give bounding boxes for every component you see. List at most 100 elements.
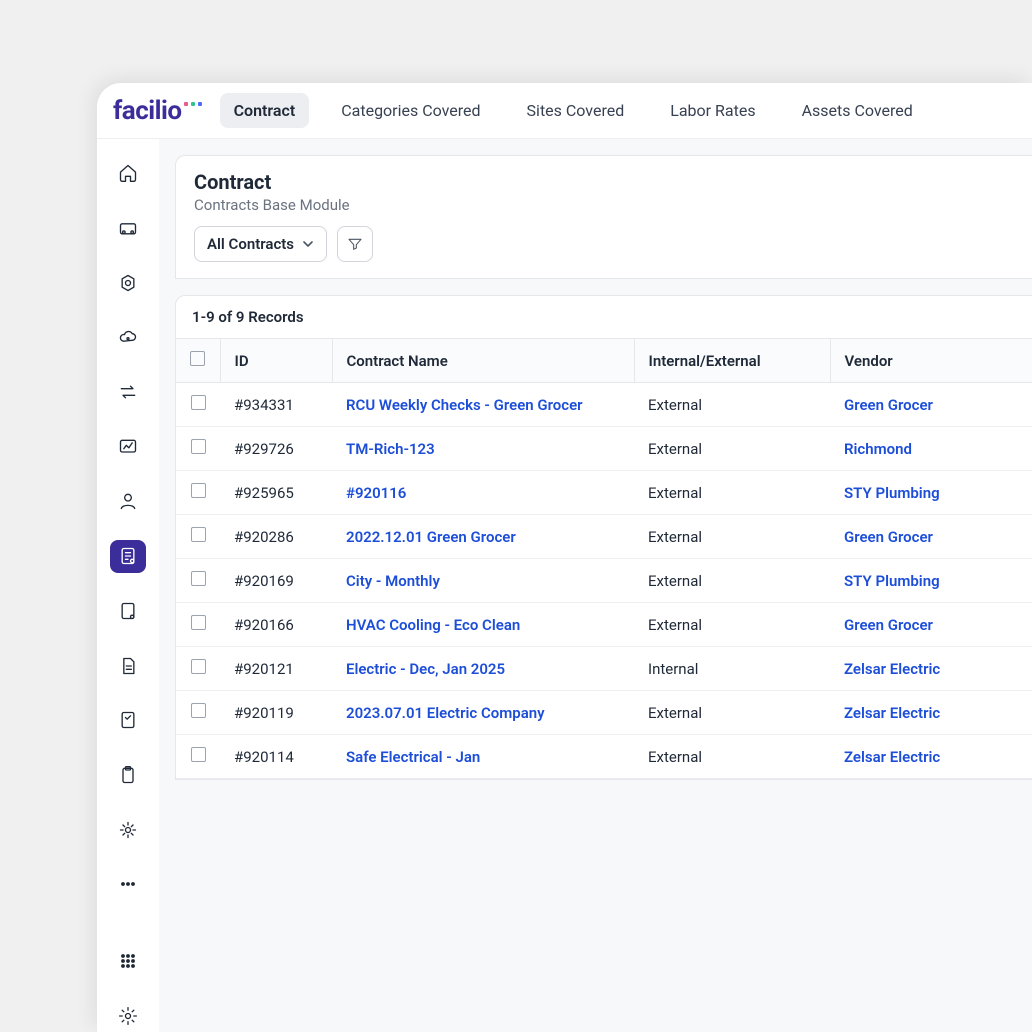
cell-contract-name: #920116	[332, 471, 634, 515]
row-checkbox[interactable]	[191, 703, 206, 718]
table-row[interactable]: #9202862022.12.01 Green GrocerExternalGr…	[176, 515, 1032, 559]
cell-contract-name: Safe Electrical - Jan	[332, 735, 634, 779]
row-checkbox[interactable]	[191, 483, 206, 498]
tab-assets-covered[interactable]: Assets Covered	[788, 93, 927, 128]
cell-id: #920114	[220, 735, 332, 779]
table-row[interactable]: #920121 Electric - Dec, Jan 2025 Internal Z…	[176, 647, 1032, 691]
table-row[interactable]: #920169City - MonthlyExternalSTY Plumbin…	[176, 559, 1032, 603]
dashboard-icon[interactable]	[110, 430, 146, 463]
contracts-table: ID Contract Name Internal/External Vendo…	[176, 338, 1032, 779]
cell-contract-name: 2022.12.01 Green Grocer	[332, 515, 634, 559]
cloud-icon[interactable]	[110, 321, 146, 354]
cell-vendor: STY Plumbing	[830, 471, 1032, 515]
brand-logo: facilio	[113, 96, 202, 126]
brand-dots-icon	[184, 102, 202, 106]
contract-link[interactable]: TM-Rich-123	[346, 440, 435, 458]
cell-internal-external: Internal	[634, 647, 830, 691]
tab-categories-covered[interactable]: Categories Covered	[327, 93, 494, 128]
main-tabs: Contract Categories Covered Sites Covered L…	[220, 93, 927, 128]
topbar: facilio Contract Categories Covered Sites …	[97, 83, 1032, 139]
cell-id: #920121	[220, 647, 332, 691]
view-dropdown[interactable]: All Contracts	[194, 226, 327, 262]
cell-vendor: Zelsar Electric	[830, 691, 1032, 735]
contract-link[interactable]: 2023.07.01 Electric Company	[346, 704, 545, 722]
cell-contract-name: 2023.07.01 Electric Company	[332, 691, 634, 735]
vendor-link[interactable]: STY Plumbing	[844, 484, 940, 502]
row-checkbox[interactable]	[191, 527, 206, 542]
apps-icon[interactable]	[110, 945, 146, 978]
app-window: facilio Contract Categories Covered Sites …	[97, 83, 1032, 1032]
select-all-checkbox[interactable]	[190, 351, 205, 366]
filter-button[interactable]	[337, 226, 373, 262]
vendor-link[interactable]: Zelsar Electric	[844, 704, 940, 722]
checklist-icon[interactable]	[110, 704, 146, 737]
cell-vendor: Green Grocer	[830, 383, 1032, 427]
cell-contract-name: Electric - Dec, Jan 2025	[332, 647, 634, 691]
swap-icon[interactable]	[110, 376, 146, 409]
vendor-link[interactable]: Green Grocer	[844, 616, 933, 634]
cell-internal-external: External	[634, 383, 830, 427]
tab-labor-rates[interactable]: Labor Rates	[656, 93, 769, 128]
row-checkbox[interactable]	[191, 439, 206, 454]
vendor-link[interactable]: STY Plumbing	[844, 572, 940, 590]
table-row[interactable]: #934331 RCU Weekly Checks - Green Grocer E…	[176, 383, 1032, 427]
table-row[interactable]: #920166HVAC Cooling - Eco CleanExternalG…	[176, 603, 1032, 647]
vendor-link[interactable]: Green Grocer	[844, 396, 933, 414]
column-header-id[interactable]: ID	[220, 339, 332, 383]
cell-internal-external: External	[634, 603, 830, 647]
row-checkbox[interactable]	[191, 747, 206, 762]
table-row[interactable]: #925965#920116ExternalSTY Plumbing	[176, 471, 1032, 515]
settings-icon[interactable]	[110, 999, 146, 1032]
contract-link[interactable]: Safe Electrical - Jan	[346, 748, 480, 766]
vendor-link[interactable]: Green Grocer	[844, 528, 933, 546]
row-checkbox[interactable]	[191, 571, 206, 586]
contract-link[interactable]: Electric - Dec, Jan 2025	[346, 660, 505, 678]
column-header-name[interactable]: Contract Name	[332, 339, 634, 383]
table-row[interactable]: #9201192023.07.01 Electric CompanyExtern…	[176, 691, 1032, 735]
page-subtitle: Contracts Base Module	[194, 196, 1014, 214]
cell-id: #920286	[220, 515, 332, 559]
sidebar	[97, 139, 159, 1032]
contracts-icon[interactable]	[110, 540, 146, 573]
note-icon[interactable]	[110, 595, 146, 628]
document-icon[interactable]	[110, 649, 146, 682]
cell-vendor: STY Plumbing	[830, 559, 1032, 603]
vendor-link[interactable]: Richmond	[844, 440, 912, 458]
page-header: Contract Contracts Base Module All Contr…	[175, 155, 1032, 279]
cell-contract-name: RCU Weekly Checks - Green Grocer	[332, 383, 634, 427]
cell-id: #934331	[220, 383, 332, 427]
user-icon[interactable]	[110, 485, 146, 518]
inbox-icon[interactable]	[110, 212, 146, 245]
more-icon[interactable]	[110, 868, 146, 901]
contract-link[interactable]: City - Monthly	[346, 572, 440, 590]
contract-link[interactable]: 2022.12.01 Green Grocer	[346, 528, 516, 546]
settings-gear-icon[interactable]	[110, 266, 146, 299]
row-checkbox[interactable]	[191, 659, 206, 674]
contract-link[interactable]: #920116	[346, 484, 406, 502]
home-icon[interactable]	[110, 157, 146, 190]
cell-id: #920119	[220, 691, 332, 735]
cell-contract-name: City - Monthly	[332, 559, 634, 603]
record-count: 1-9 of 9 Records	[176, 296, 1032, 338]
contract-link[interactable]: HVAC Cooling - Eco Clean	[346, 616, 520, 634]
column-header-vendor[interactable]: Vendor	[830, 339, 1032, 383]
column-header-ie[interactable]: Internal/External	[634, 339, 830, 383]
cell-internal-external: External	[634, 427, 830, 471]
vendor-link[interactable]: Zelsar Electric	[844, 748, 940, 766]
contract-link[interactable]: RCU Weekly Checks - Green Grocer	[346, 396, 583, 414]
vendor-link[interactable]: Zelsar Electric	[844, 660, 940, 678]
tab-contract[interactable]: Contract	[220, 93, 310, 128]
cell-vendor: Green Grocer	[830, 515, 1032, 559]
row-checkbox[interactable]	[191, 615, 206, 630]
table-row[interactable]: #920114Safe Electrical - JanExternalZels…	[176, 735, 1032, 779]
cell-id: #925965	[220, 471, 332, 515]
cell-id: #929726	[220, 427, 332, 471]
clipboard-icon[interactable]	[110, 759, 146, 792]
table-row[interactable]: #929726 TM-Rich-123 External Richmond	[176, 427, 1032, 471]
cell-internal-external: External	[634, 559, 830, 603]
tab-sites-covered[interactable]: Sites Covered	[513, 93, 639, 128]
automation-icon[interactable]	[110, 813, 146, 846]
row-checkbox[interactable]	[191, 395, 206, 410]
cell-vendor: Zelsar Electric	[830, 735, 1032, 779]
content-area: Contract Contracts Base Module All Contr…	[159, 139, 1032, 1032]
